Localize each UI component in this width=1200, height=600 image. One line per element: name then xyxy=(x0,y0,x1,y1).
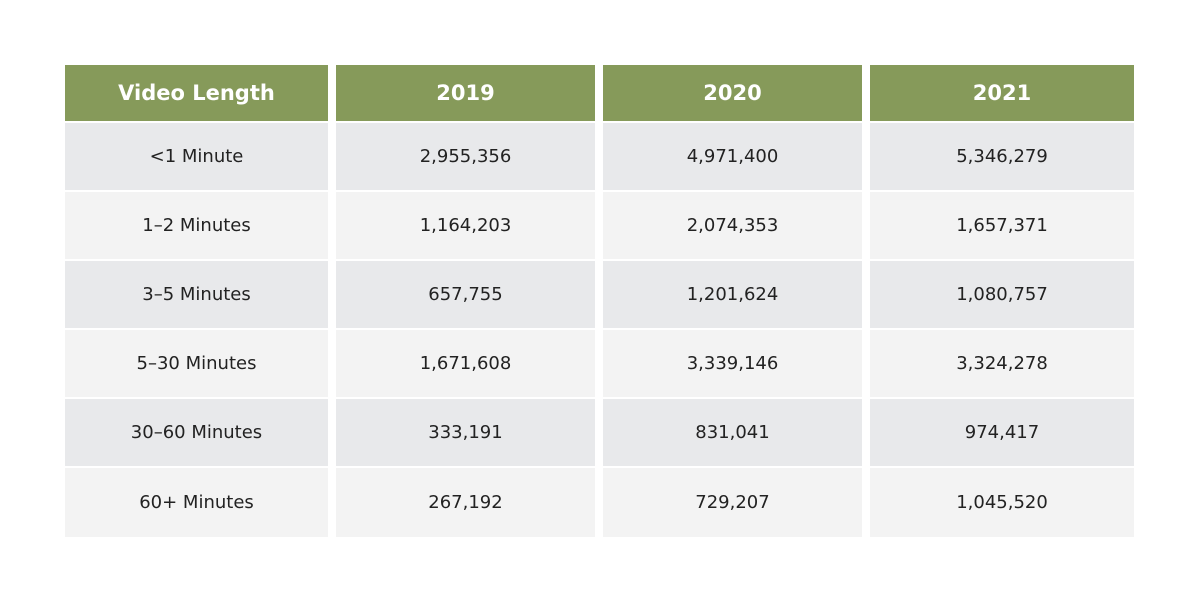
value-cell-2021: 974,417 xyxy=(870,399,1134,468)
header-2020: 2020 xyxy=(603,65,870,123)
video-length-table: Video Length 2019 2020 2021 <1 Minute 2,… xyxy=(65,65,1134,537)
value-cell-2020: 2,074,353 xyxy=(603,192,870,261)
value-cell-2020: 4,971,400 xyxy=(603,123,870,192)
row-label-cell: 30–60 Minutes xyxy=(65,399,336,468)
row-label-cell: 1–2 Minutes xyxy=(65,192,336,261)
header-2021: 2021 xyxy=(870,65,1134,123)
value-cell-2021: 1,080,757 xyxy=(870,261,1134,330)
table-row: 5–30 Minutes 1,671,608 3,339,146 3,324,2… xyxy=(65,330,1134,399)
value-cell-2020: 3,339,146 xyxy=(603,330,870,399)
header-video-length: Video Length xyxy=(65,65,336,123)
header-2019: 2019 xyxy=(336,65,603,123)
value-cell-2019: 1,671,608 xyxy=(336,330,603,399)
value-cell-2020: 1,201,624 xyxy=(603,261,870,330)
value-cell-2019: 1,164,203 xyxy=(336,192,603,261)
table-row: <1 Minute 2,955,356 4,971,400 5,346,279 xyxy=(65,123,1134,192)
table-header: Video Length 2019 2020 2021 xyxy=(65,65,1134,123)
value-cell-2019: 657,755 xyxy=(336,261,603,330)
table-row: 3–5 Minutes 657,755 1,201,624 1,080,757 xyxy=(65,261,1134,330)
table-row: 1–2 Minutes 1,164,203 2,074,353 1,657,37… xyxy=(65,192,1134,261)
value-cell-2021: 1,657,371 xyxy=(870,192,1134,261)
table-row: 30–60 Minutes 333,191 831,041 974,417 xyxy=(65,399,1134,468)
value-cell-2020: 831,041 xyxy=(603,399,870,468)
value-cell-2021: 3,324,278 xyxy=(870,330,1134,399)
value-cell-2019: 2,955,356 xyxy=(336,123,603,192)
row-label-cell: <1 Minute xyxy=(65,123,336,192)
video-length-table-container: Video Length 2019 2020 2021 <1 Minute 2,… xyxy=(65,65,1134,537)
value-cell-2021: 1,045,520 xyxy=(870,468,1134,537)
table-row: 60+ Minutes 267,192 729,207 1,045,520 xyxy=(65,468,1134,537)
table-body: <1 Minute 2,955,356 4,971,400 5,346,279 … xyxy=(65,123,1134,537)
value-cell-2019: 267,192 xyxy=(336,468,603,537)
row-label-cell: 5–30 Minutes xyxy=(65,330,336,399)
row-label-cell: 3–5 Minutes xyxy=(65,261,336,330)
header-row: Video Length 2019 2020 2021 xyxy=(65,65,1134,123)
row-label-cell: 60+ Minutes xyxy=(65,468,336,537)
value-cell-2021: 5,346,279 xyxy=(870,123,1134,192)
value-cell-2019: 333,191 xyxy=(336,399,603,468)
value-cell-2020: 729,207 xyxy=(603,468,870,537)
